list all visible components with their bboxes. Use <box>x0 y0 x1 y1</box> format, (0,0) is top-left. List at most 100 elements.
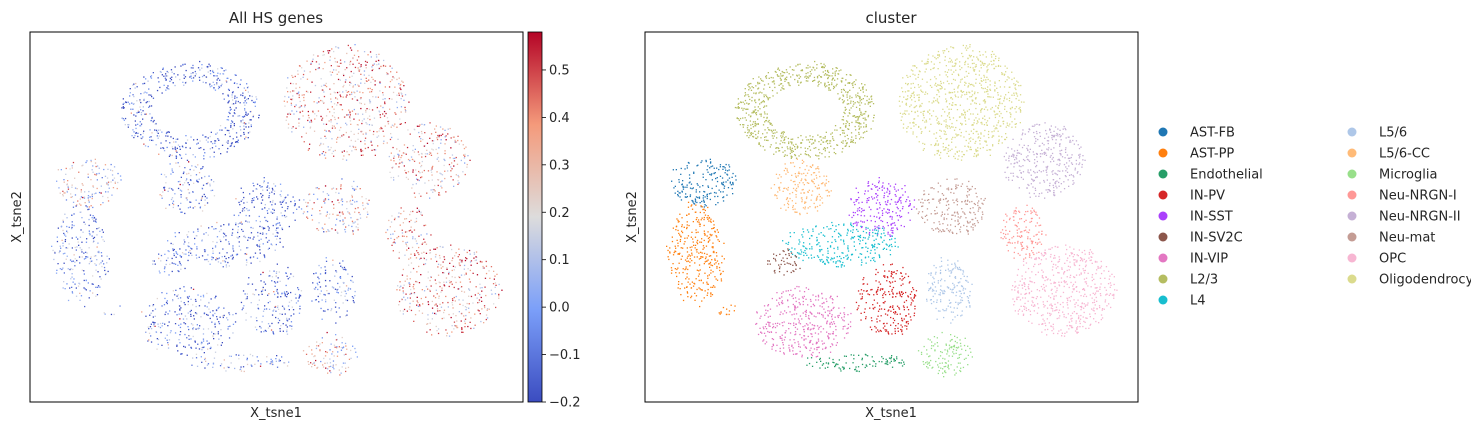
point-cluster <box>797 136 799 139</box>
point-cluster <box>794 154 797 157</box>
point-hs <box>345 79 347 81</box>
point-cluster <box>813 76 816 79</box>
point-hs <box>444 143 446 145</box>
point-hs <box>57 263 59 265</box>
point-hs <box>351 225 353 228</box>
point-hs <box>61 239 63 241</box>
point-hs <box>167 85 169 87</box>
point-hs <box>398 212 400 214</box>
point-hs <box>176 147 178 149</box>
point-hs <box>276 288 278 291</box>
point-hs <box>393 218 396 221</box>
point-hs <box>288 309 290 311</box>
point-hs <box>346 124 348 126</box>
point-cluster <box>870 95 873 97</box>
point-hs <box>170 69 173 71</box>
point-hs <box>220 240 222 243</box>
point-hs <box>448 163 451 166</box>
point-hs <box>391 136 393 139</box>
point-hs <box>268 239 270 242</box>
point-cluster <box>921 102 923 105</box>
point-hs <box>423 124 426 126</box>
point-hs <box>295 83 297 85</box>
point-cluster <box>747 129 749 131</box>
point-cluster <box>1010 114 1012 116</box>
point-hs <box>167 325 169 327</box>
point-cluster <box>925 91 927 93</box>
point-cluster <box>964 76 966 78</box>
point-cluster <box>808 155 810 157</box>
point-cluster <box>850 107 852 109</box>
point-cluster <box>764 139 766 141</box>
point-cluster <box>852 100 854 103</box>
point-hs <box>451 248 453 251</box>
point-hs <box>179 180 181 183</box>
point-hs <box>148 88 150 90</box>
point-hs <box>270 329 273 331</box>
point-cluster <box>995 113 998 115</box>
point-hs <box>212 81 214 83</box>
point-hs <box>177 297 179 300</box>
point-cluster <box>851 96 853 99</box>
point-hs <box>202 296 205 298</box>
point-hs <box>184 167 186 169</box>
point-cluster <box>845 79 847 81</box>
point-hs <box>408 282 410 285</box>
point-cluster <box>858 128 860 130</box>
point-hs <box>399 162 401 164</box>
point-hs <box>494 286 496 288</box>
point-hs <box>168 131 170 133</box>
point-hs <box>414 221 416 223</box>
point-hs <box>319 343 321 345</box>
point-cluster <box>832 72 834 74</box>
point-hs <box>208 342 210 344</box>
point-hs <box>244 96 246 98</box>
point-hs <box>200 295 202 298</box>
point-hs <box>275 272 278 274</box>
point-cluster <box>742 126 744 128</box>
point-hs <box>192 72 194 74</box>
point-hs <box>372 64 374 66</box>
point-hs <box>323 54 325 56</box>
point-cluster <box>940 123 943 125</box>
point-hs <box>441 287 443 289</box>
point-cluster <box>934 84 936 86</box>
point-cluster <box>836 144 839 146</box>
point-cluster <box>805 75 807 77</box>
point-cluster <box>774 70 776 73</box>
point-cluster <box>816 155 818 157</box>
point-hs <box>227 142 229 144</box>
point-cluster <box>841 77 843 79</box>
point-hs <box>100 252 103 254</box>
point-hs <box>172 171 174 173</box>
point-hs <box>376 56 378 58</box>
point-hs <box>99 276 101 278</box>
point-hs <box>248 283 250 285</box>
point-hs <box>69 259 72 261</box>
point-hs <box>188 251 190 254</box>
point-hs <box>331 106 333 108</box>
point-hs <box>400 98 402 100</box>
point-cluster <box>792 74 794 76</box>
point-cluster <box>770 144 772 146</box>
point-hs <box>337 232 339 234</box>
point-hs <box>269 300 271 303</box>
point-hs <box>448 280 451 282</box>
point-cluster <box>957 87 959 89</box>
point-hs <box>389 226 391 228</box>
point-cluster <box>986 149 988 151</box>
point-hs <box>387 123 390 125</box>
point-hs <box>284 216 286 218</box>
point-cluster <box>748 136 750 139</box>
point-hs <box>77 238 79 240</box>
point-cluster <box>903 112 905 114</box>
point-cluster <box>859 138 861 140</box>
point-hs <box>341 178 343 180</box>
point-hs <box>150 76 152 78</box>
point-cluster <box>990 108 992 110</box>
point-hs <box>201 67 203 69</box>
point-cluster <box>961 67 963 69</box>
point-hs <box>478 301 481 303</box>
point-hs <box>330 365 332 368</box>
point-hs <box>436 171 438 173</box>
